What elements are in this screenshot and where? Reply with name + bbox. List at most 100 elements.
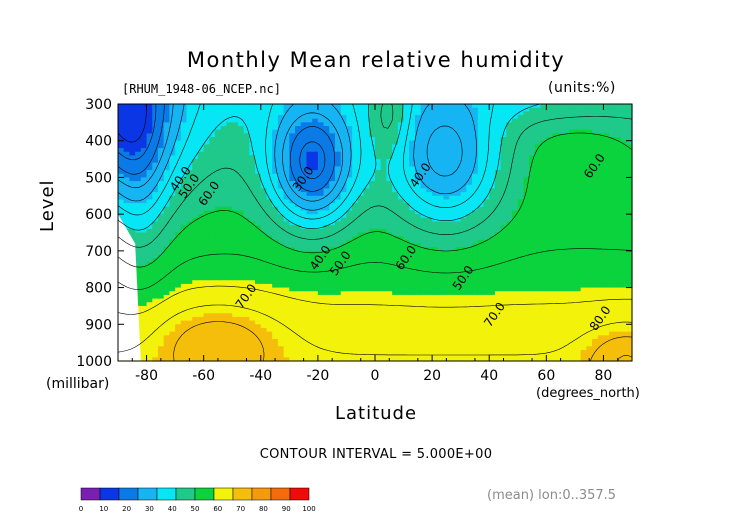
field-cell [255,236,262,241]
field-cell [215,126,222,131]
field-cell [317,181,325,186]
field-cell [197,298,205,303]
field-cell [494,170,502,175]
field-cell [369,254,376,259]
field-cell [443,177,450,182]
field-cell [403,122,410,127]
field-cell [352,129,359,134]
field-cell [483,236,490,241]
field-cell [180,118,188,123]
field-cell [295,291,302,296]
field-cell [266,225,273,230]
field-cell [226,155,233,160]
field-cell [157,342,165,347]
field-cell [517,140,525,145]
field-cell [300,353,308,358]
field-cell [494,115,502,120]
field-cell [517,170,525,175]
field-cell [277,261,285,267]
field-cell [300,335,308,340]
field-cell [460,349,467,355]
field-cell [197,192,205,197]
field-cell [283,331,290,336]
field-cell [180,184,188,190]
field-cell [460,126,467,131]
field-cell [123,173,131,179]
field-cell [226,342,233,347]
field-cell [375,349,382,355]
field-cell [477,137,485,142]
field-cell [409,225,416,230]
field-cell [283,298,290,303]
field-cell [494,283,502,289]
field-cell [140,118,148,123]
field-cell [392,265,399,270]
field-cell [215,272,222,278]
field-cell [129,126,136,131]
field-cell [335,225,342,230]
field-cell [289,342,296,347]
field-cell [277,276,285,281]
field-cell [118,199,125,204]
field-cell [392,353,399,358]
field-cell [466,126,473,131]
field-cell [494,151,502,156]
field-cell [215,302,222,307]
field-cell [312,338,319,344]
field-cell [215,181,222,186]
field-cell [180,144,188,149]
field-cell [312,184,319,190]
field-cell [335,342,342,347]
field-cell [266,126,273,131]
field-cell [197,342,205,347]
field-cell [449,221,456,226]
field-cell [489,243,496,248]
field-cell [260,217,268,223]
field-cell [180,217,188,223]
field-cell [146,118,153,123]
field-cell [506,261,513,267]
field-cell [169,335,176,340]
field-cell [375,320,382,325]
field-cell [363,239,370,245]
field-cell [232,170,239,175]
field-cell [414,159,422,164]
field-cell [243,272,250,278]
field-cell [460,232,467,237]
field-cell [523,104,530,109]
field-cell [277,291,285,296]
field-cell [397,217,405,223]
field-cell [209,269,216,274]
field-cell [226,107,233,112]
field-cell [140,203,148,208]
field-cell [443,320,450,325]
field-cell [317,316,325,322]
field-cell [266,188,273,193]
field-cell [295,272,302,278]
field-cell [523,162,530,168]
field-cell [152,118,159,123]
field-cell [454,214,462,219]
field-cell [152,269,159,274]
field-cell [397,298,405,303]
field-cell [215,188,222,193]
field-cell [152,254,159,259]
field-cell [175,210,182,215]
field-cell [426,316,433,322]
field-cell [180,243,188,248]
field-cell [215,133,222,138]
field-cell [489,111,496,116]
field-cell [397,111,405,116]
field-cell [500,331,507,336]
field-cell [335,305,342,311]
field-cell [180,199,188,204]
field-cell [180,327,188,333]
field-cell [369,269,376,274]
field-cell [118,162,125,168]
field-cell [454,115,462,120]
field-cell [169,247,176,252]
field-cell [375,353,382,358]
field-cell [357,217,365,223]
field-cell [512,287,519,292]
field-cell [517,349,525,355]
